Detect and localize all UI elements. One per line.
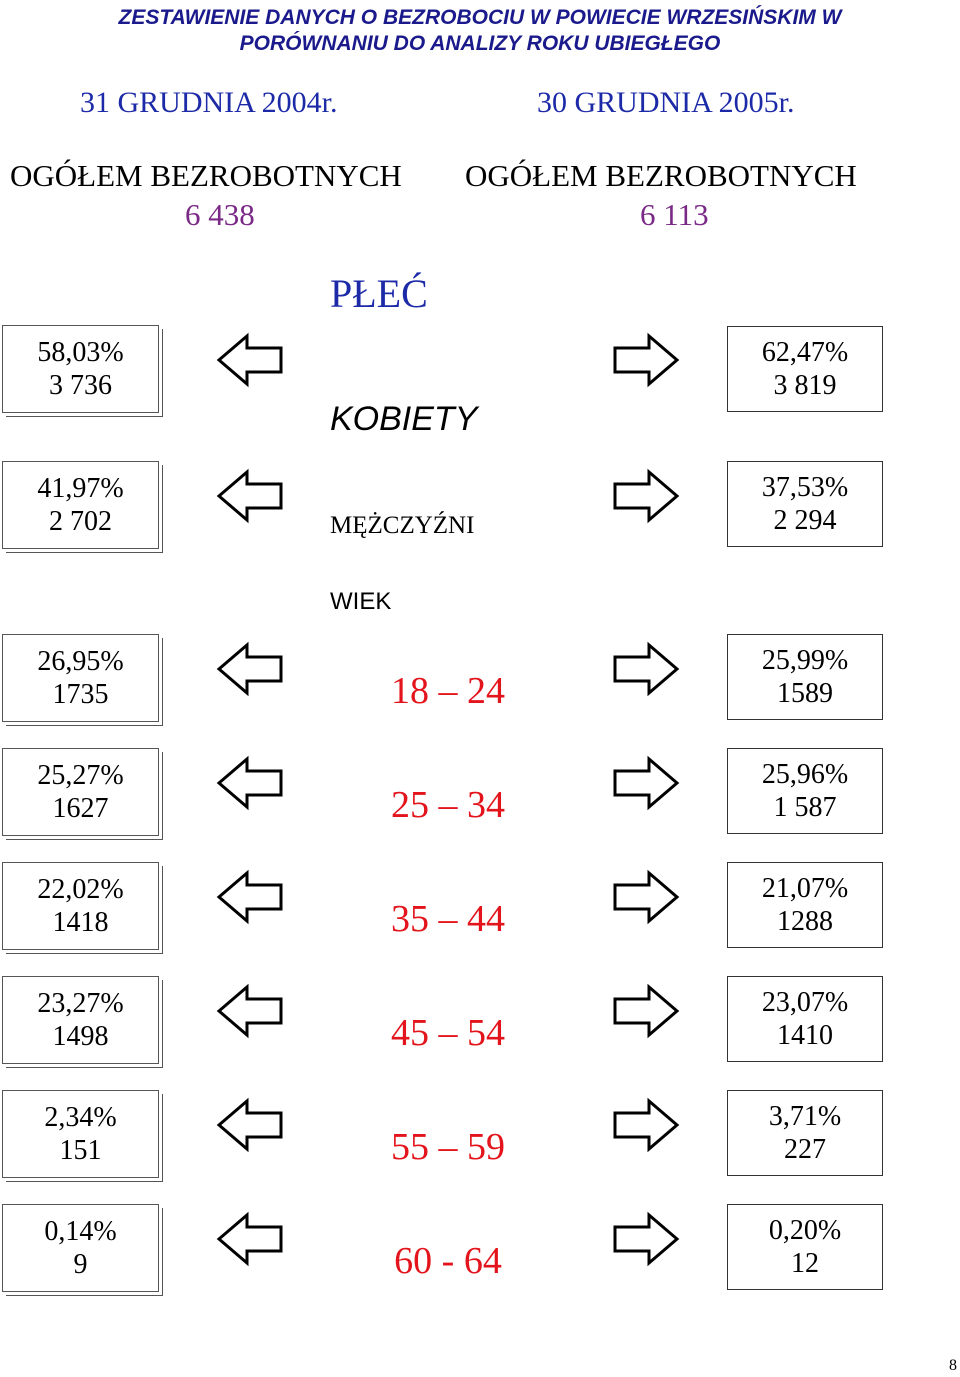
right-arrow-icon	[612, 982, 680, 1040]
left-arrow-icon	[216, 640, 284, 698]
age-label: 35 – 44	[391, 898, 505, 940]
left-count: 1627	[52, 793, 109, 824]
right-percent: 37,53%	[761, 472, 849, 503]
left-count: 151	[59, 1135, 102, 1166]
left-count: 2 702	[49, 506, 112, 537]
left-count: 3 736	[49, 370, 112, 401]
total-value-right: 6 113	[640, 197, 709, 232]
right-arrow-icon	[612, 467, 680, 525]
total-label-left: OGÓŁEM BEZROBOTNYCH	[10, 158, 402, 193]
left-count: 1498	[52, 1021, 109, 1052]
left-box-age: 23,27% 1498	[2, 976, 159, 1064]
right-box-age: 21,07% 1288	[727, 862, 883, 948]
date-right: 30 GRUDNIA 2005r.	[537, 86, 795, 119]
right-box-age: 25,99% 1589	[727, 634, 883, 720]
left-percent: 22,02%	[37, 874, 124, 905]
left-box-men: 41,97% 2 702	[2, 461, 159, 549]
age-label: 25 – 34	[391, 784, 505, 826]
right-percent: 62,47%	[761, 337, 849, 368]
left-arrow-icon	[216, 467, 284, 525]
right-arrow-icon	[612, 1210, 680, 1268]
right-count: 1 587	[773, 792, 837, 823]
gender-label-men: MĘŻCZYŹNI	[330, 512, 475, 539]
left-box-age: 0,14% 9	[2, 1204, 159, 1292]
right-percent: 25,99%	[761, 645, 849, 676]
left-box-age: 26,95% 1735	[2, 634, 159, 722]
left-percent: 58,03%	[37, 337, 124, 368]
left-arrow-icon	[216, 868, 284, 926]
total-label-right: OGÓŁEM BEZROBOTNYCH	[465, 158, 857, 193]
left-percent: 23,27%	[37, 988, 124, 1019]
document-title-line-2: PORÓWNANIU DO ANALIZY ROKU UBIEGŁEGO	[239, 32, 721, 55]
right-count: 3 819	[773, 370, 837, 401]
section-gender-heading: PŁEĆ	[330, 271, 428, 316]
page-number: 8	[949, 1357, 957, 1374]
left-arrow-icon	[216, 754, 284, 812]
right-box-men: 37,53% 2 294	[727, 461, 883, 547]
age-label: 18 – 24	[391, 670, 505, 712]
right-count: 12	[791, 1248, 819, 1279]
left-count: 1735	[52, 679, 109, 710]
right-arrow-icon	[612, 331, 680, 389]
right-arrow-icon	[612, 1096, 680, 1154]
left-percent: 25,27%	[37, 760, 124, 791]
left-box-age: 25,27% 1627	[2, 748, 159, 836]
right-box-age: 0,20% 12	[727, 1204, 883, 1290]
right-count: 2 294	[773, 505, 837, 536]
right-percent: 0,20%	[768, 1215, 842, 1246]
left-box-age: 22,02% 1418	[2, 862, 159, 950]
right-percent: 3,71%	[768, 1101, 842, 1132]
document-title-line-1: ZESTAWIENIE DANYCH O BEZROBOCIU W POWIEC…	[118, 6, 842, 29]
gender-label-women: KOBIETY	[330, 400, 478, 438]
left-arrow-icon	[216, 1096, 284, 1154]
total-value-left: 6 438	[185, 197, 255, 232]
left-arrow-icon	[216, 982, 284, 1040]
section-age-heading: WIEK	[330, 588, 392, 615]
left-count: 9	[73, 1249, 88, 1280]
right-arrow-icon	[612, 868, 680, 926]
right-percent: 23,07%	[761, 987, 849, 1018]
right-box-women: 62,47% 3 819	[727, 326, 883, 412]
right-count: 1410	[777, 1020, 833, 1051]
left-box-women: 58,03% 3 736	[2, 325, 159, 413]
right-percent: 21,07%	[761, 873, 849, 904]
date-left: 31 GRUDNIA 2004r.	[80, 86, 338, 119]
right-count: 1288	[777, 906, 833, 937]
left-percent: 2,34%	[44, 1102, 117, 1133]
right-box-age: 23,07% 1410	[727, 976, 883, 1062]
age-label: 55 – 59	[391, 1126, 505, 1168]
right-box-age: 3,71% 227	[727, 1090, 883, 1176]
right-box-age: 25,96% 1 587	[727, 748, 883, 834]
right-arrow-icon	[612, 754, 680, 812]
right-percent: 25,96%	[761, 759, 849, 790]
right-count: 227	[784, 1134, 826, 1165]
right-arrow-icon	[612, 640, 680, 698]
left-percent: 41,97%	[37, 473, 124, 504]
age-label: 45 – 54	[391, 1012, 505, 1054]
age-label: 60 - 64	[394, 1240, 502, 1282]
right-count: 1589	[777, 678, 833, 709]
left-box-age: 2,34% 151	[2, 1090, 159, 1178]
left-percent: 26,95%	[37, 646, 124, 677]
left-arrow-icon	[216, 331, 284, 389]
left-arrow-icon	[216, 1210, 284, 1268]
left-count: 1418	[52, 907, 109, 938]
left-percent: 0,14%	[44, 1216, 117, 1247]
